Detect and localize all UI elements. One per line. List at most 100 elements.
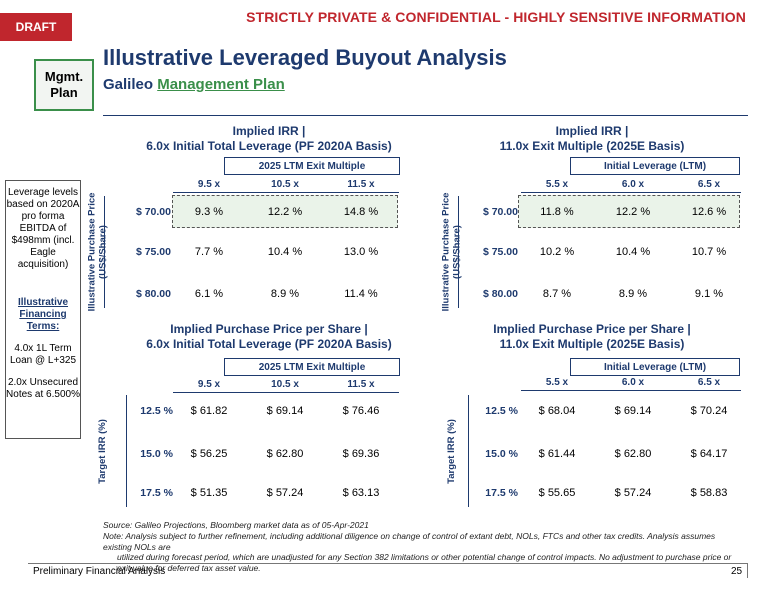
- management-plan-link[interactable]: Management Plan: [157, 76, 285, 93]
- br-table-cell: $ 64.17: [690, 448, 728, 460]
- br-panel-title-line2: 11.0x Exit Multiple (2025E Basis): [499, 337, 685, 351]
- tr-table-cell: 10.4 %: [615, 246, 651, 258]
- assumptions-box: Leverage levels based on 2020A pro forma…: [5, 180, 81, 439]
- draft-badge: DRAFT: [0, 13, 72, 41]
- tl-table-cell: 14.8 %: [343, 206, 379, 218]
- br-axis-label-text: Target IRR (%): [446, 419, 457, 484]
- footer-page-bar: [747, 564, 748, 578]
- bl-row-label: 12.5 %: [140, 405, 173, 417]
- br-col-header: 6.0 x: [621, 377, 645, 388]
- br-axis-label: Target IRR (%): [444, 395, 458, 507]
- bl-row-label: 17.5 %: [140, 487, 173, 499]
- bl-axis-divider: [126, 395, 127, 507]
- bl-table-cell: $ 57.24: [266, 487, 304, 499]
- tl-axis-label-line2: (US$/Share): [97, 225, 108, 279]
- tl-axis-divider: [104, 196, 105, 308]
- br-table-cell: $ 55.65: [538, 487, 576, 499]
- bl-table-cell: $ 69.14: [266, 405, 304, 417]
- footer-divider: [28, 563, 748, 564]
- br-col-header: 5.5 x: [545, 377, 569, 388]
- tl-table-cell: 7.7 %: [194, 246, 224, 258]
- footnote: Note: Analysis subject to further refine…: [103, 531, 743, 573]
- tr-table-cell: 12.2 %: [615, 206, 651, 218]
- financing-heading: Illustrative Financing Terms:: [17, 297, 69, 332]
- tl-col-header-underline: [173, 192, 399, 193]
- page-subtitle: Galileo Management Plan: [103, 76, 285, 93]
- bl-col-header: 10.5 x: [271, 379, 299, 390]
- bl-table-cell: $ 76.46: [342, 405, 380, 417]
- bl-axis-label: Target IRR (%): [95, 395, 109, 507]
- tr-table-cell: 10.7 %: [691, 246, 727, 258]
- confidentiality-banner: STRICTLY PRIVATE & CONFIDENTIAL - HIGHLY…: [246, 9, 746, 25]
- bl-table-cell: $ 61.82: [190, 405, 228, 417]
- page-number: 25: [731, 566, 743, 577]
- tl-highlight-row: [172, 195, 398, 228]
- br-row-label: 12.5 %: [485, 405, 518, 417]
- br-axis-label-line1: Target IRR (%): [445, 418, 457, 484]
- bl-axis-label-line1: Target IRR (%): [96, 418, 108, 484]
- tl-header-bar: 2025 LTM Exit Multiple: [224, 157, 400, 175]
- tl-table-cell: 6.1 %: [194, 288, 224, 300]
- tl-axis-label: Illustrative Purchase Price (US$/Share): [86, 193, 108, 312]
- tr-panel-title-line2: 11.0x Exit Multiple (2025E Basis): [499, 139, 685, 153]
- title-divider: [103, 115, 748, 116]
- br-panel-title-line1: Implied Purchase Price per Share |: [493, 322, 691, 336]
- bl-header-bar: 2025 LTM Exit Multiple: [224, 358, 400, 376]
- unsecured-notes-text: 2.0x Unsecured Notes at 6.500%: [6, 377, 80, 400]
- bl-col-header-underline: [173, 392, 399, 393]
- tr-table-cell: 12.6 %: [691, 206, 727, 218]
- bl-panel-title-line1: Implied Purchase Price per Share |: [170, 322, 368, 336]
- footnote-first-line: Note: Analysis subject to further refine…: [103, 531, 716, 552]
- tr-table-cell: 11.8 %: [540, 206, 574, 218]
- br-col-header-underline: [521, 390, 741, 391]
- tl-axis-label-line1: Illustrative Purchase Price: [86, 192, 97, 312]
- bl-table-cell: $ 63.13: [342, 487, 380, 499]
- tl-row-label: $ 75.00: [135, 246, 171, 258]
- bl-row-label: 15.0 %: [140, 448, 173, 460]
- br-table-cell: $ 58.83: [690, 487, 728, 499]
- page-title: Illustrative Leveraged Buyout Analysis: [103, 45, 507, 70]
- leverage-note: Leverage levels based on 2020A pro forma…: [6, 187, 80, 270]
- tl-col-header: 10.5 x: [271, 179, 299, 190]
- tr-table-cell: 9.1 %: [694, 288, 724, 300]
- mgmt-plan-badge: Mgmt. Plan: [34, 59, 94, 111]
- bl-col-header: 9.5 x: [197, 379, 221, 390]
- tl-table-cell: 9.3 %: [194, 206, 224, 218]
- br-row-label: 15.0 %: [485, 448, 518, 460]
- bl-axis-label-text: Target IRR (%): [97, 419, 108, 484]
- br-table-cell: $ 57.24: [614, 487, 652, 499]
- tl-row-label: $ 70.00: [135, 206, 171, 218]
- tl-col-header: 11.5 x: [347, 179, 375, 190]
- bl-col-header: 11.5 x: [347, 379, 375, 390]
- tr-header-bar: Initial Leverage (LTM): [570, 157, 740, 175]
- bl-panel-title-line2: 6.0x Initial Total Leverage (PF 2020A Ba…: [146, 337, 392, 351]
- br-table-cell: $ 69.14: [614, 405, 652, 417]
- tr-panel-title-line1: Implied IRR |: [555, 124, 629, 138]
- tr-col-header: 6.0 x: [621, 179, 645, 190]
- subtitle-prefix: Galileo: [103, 76, 154, 93]
- tr-highlight-row: [518, 195, 740, 228]
- br-header-bar: Initial Leverage (LTM): [570, 358, 740, 376]
- tl-col-header: 9.5 x: [197, 179, 221, 190]
- footer-section-label: Preliminary Financial Analysis: [33, 566, 166, 577]
- footnote-continuation: utilized during forecast period, which a…: [117, 552, 732, 573]
- tr-col-header-underline: [521, 192, 741, 193]
- tr-axis-label-line2: (US$/Share): [451, 225, 462, 279]
- tr-axis-label-line1: Illustrative Purchase Price: [440, 192, 451, 312]
- tr-row-label: $ 75.00: [482, 246, 518, 258]
- tl-row-label: $ 80.00: [135, 288, 171, 300]
- tr-row-label: $ 80.00: [482, 288, 518, 300]
- bl-table-cell: $ 51.35: [190, 487, 228, 499]
- br-row-label: 17.5 %: [485, 487, 518, 499]
- br-axis-divider: [468, 395, 469, 507]
- br-table-cell: $ 68.04: [538, 405, 576, 417]
- br-table-cell: $ 62.80: [614, 448, 652, 460]
- tr-row-label: $ 70.00: [482, 206, 518, 218]
- tl-table-cell: 8.9 %: [270, 288, 300, 300]
- br-table-cell: $ 61.44: [538, 448, 576, 460]
- tl-panel-title-line2: 6.0x Initial Total Leverage (PF 2020A Ba…: [146, 139, 392, 153]
- tr-table-cell: 10.2 %: [539, 246, 575, 258]
- source-note: Source: Galileo Projections, Bloomberg m…: [103, 520, 369, 530]
- tr-table-cell: 8.7 %: [542, 288, 572, 300]
- tr-col-header: 6.5 x: [697, 179, 721, 190]
